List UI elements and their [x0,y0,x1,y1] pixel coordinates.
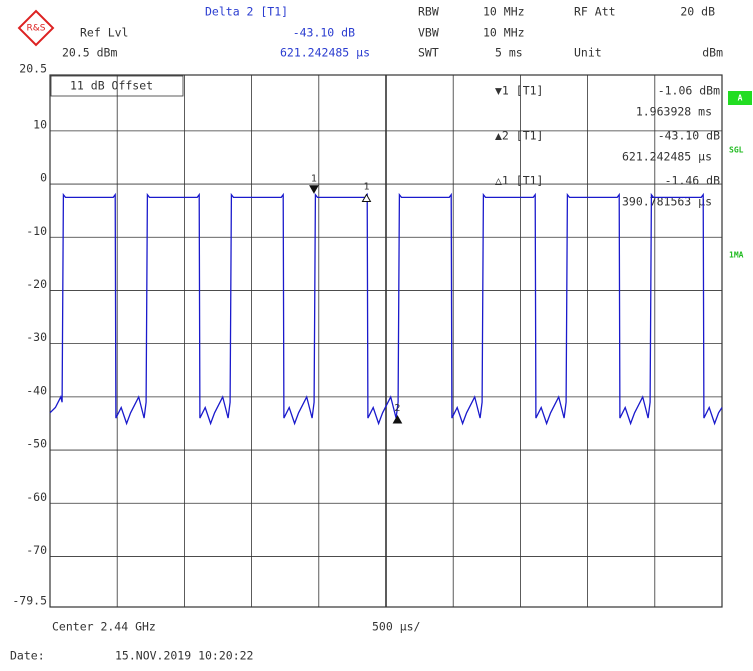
vbw-label: VBW [418,26,439,40]
swt-label: SWT [418,46,439,60]
marker [361,193,372,202]
ref-value: 20.5 dBm [62,46,117,60]
unit-label: Unit [574,46,602,60]
marker-name: ▲2 [T1] [495,129,543,143]
trace-badge [728,91,752,105]
att-label: RF Att [574,5,616,19]
marker-time: 1.963928 ms [636,105,712,119]
y-tick-label: -79.5 [12,594,47,608]
marker-name: △1 [T1] [495,174,543,188]
marker-label: 2 [394,403,400,414]
marker [309,185,319,194]
side-label: A [738,94,743,103]
y-tick-label: -10 [26,224,47,238]
marker-time: 621.242485 µs [622,150,712,164]
marker-label: 1 [311,174,317,185]
delta-time: 621.242485 µs [280,46,370,60]
vbw-value: 10 MHz [483,26,525,40]
date: 15.NOV.2019 10:20:22 [115,649,253,663]
marker-level: -43.10 dB [658,129,720,143]
offset-note: 11 dB Offset [70,79,153,93]
span: 500 µs/ [372,620,421,634]
marker-name: ▼1 [T1] [495,84,543,98]
rbw-label: RBW [418,5,439,19]
y-tick-label: -20 [26,277,47,291]
marker [392,414,403,424]
y-tick-label: 20.5 [19,62,47,76]
logo: R&S [17,9,55,47]
delta-title: Delta 2 [T1] [205,5,288,19]
marker-level: -1.06 dBm [658,84,720,98]
y-tick-label: -60 [26,490,47,504]
y-tick-label: 0 [40,171,47,185]
att-value: 20 dB [680,5,715,19]
rbw-value: 10 MHz [483,5,525,19]
swt-value: 5 ms [495,46,523,60]
center-freq: Center 2.44 GHz [52,620,156,634]
trace [49,192,723,426]
marker-level: -1.46 dB [665,174,720,188]
y-tick-label: -30 [26,330,47,344]
y-tick-label: -50 [26,437,47,451]
delta-value: -43.10 dB [293,26,355,40]
side-label: SGL [729,146,744,155]
y-tick-label: 10 [33,117,47,131]
svg-text:R&S: R&S [27,24,46,34]
y-tick-label: -40 [26,383,47,397]
marker-time: 390.781563 µs [622,195,712,209]
marker-label: 1 [363,181,369,192]
side-label: 1MA [729,251,744,260]
unit-value: dBm [702,46,723,60]
y-tick-label: -70 [26,543,47,557]
ref-label: Ref Lvl [80,26,128,40]
date-label: Date: [10,649,45,663]
